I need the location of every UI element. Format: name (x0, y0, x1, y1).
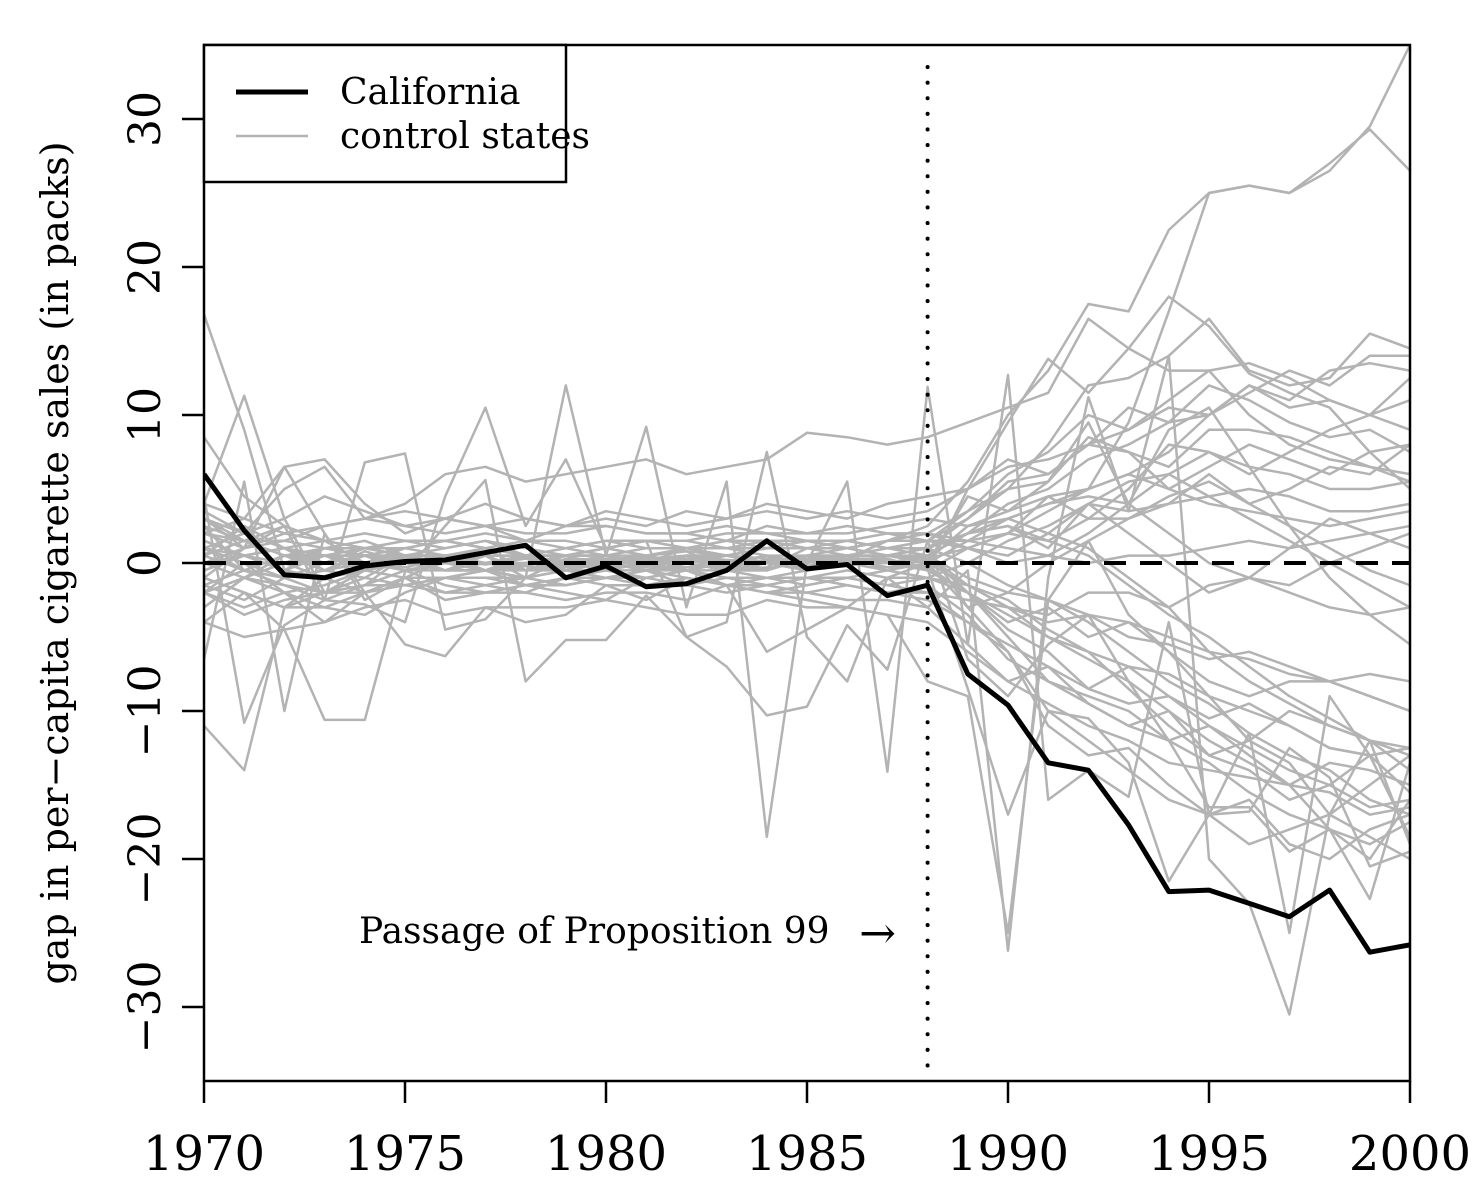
legend: California control states (202, 43, 590, 184)
control-state-lines (204, 45, 1410, 1016)
california-line-group (204, 472, 1410, 955)
x-axis: 1970 1975 1980 1985 1990 1995 2000 (143, 1081, 1471, 1182)
x-tick-label-1985: 1985 (746, 1126, 868, 1182)
y-tick-label-10: 10 (120, 387, 171, 443)
control-state-line-45 (204, 539, 1410, 935)
control-state-line-35 (204, 546, 1410, 809)
y-tick-label-0: 0 (120, 549, 171, 577)
control-state-line-46 (204, 524, 1410, 750)
x-tick-label-1970: 1970 (143, 1126, 265, 1182)
control-state-line-39 (204, 443, 1410, 535)
annotation: Passage of Proposition 99 → (359, 908, 896, 959)
california-line (204, 472, 1410, 955)
y-tick-label-20: 20 (120, 239, 171, 295)
x-tick-label-1975: 1975 (344, 1126, 466, 1182)
control-state-line-12 (204, 569, 1410, 683)
control-state-line-43 (204, 354, 1410, 1016)
y-tick-label--10: −10 (120, 665, 171, 758)
y-axis-label: gap in per−capita cigarette sales (in pa… (33, 141, 77, 984)
control-state-line-40 (204, 406, 1410, 658)
x-tick-label-1980: 1980 (545, 1126, 667, 1182)
annotation-text: Passage of Proposition 99 (359, 911, 830, 952)
legend-box (202, 43, 568, 184)
control-state-line-37 (204, 472, 1410, 609)
y-tick-label-30: 30 (120, 91, 171, 147)
x-tick-label-1995: 1995 (1148, 1126, 1270, 1182)
control-state-line-42 (204, 373, 1410, 935)
annotation-arrow: → (859, 908, 896, 959)
legend-label-california: California (340, 72, 520, 113)
x-tick-label-2000: 2000 (1349, 1126, 1471, 1182)
control-state-line-41 (204, 478, 1410, 901)
legend-label-control: control states (340, 116, 590, 157)
y-axis: −30 −20 −10 0 10 20 30 (120, 91, 204, 1053)
control-state-line-23 (204, 598, 1410, 787)
y-tick-label--30: −30 (120, 961, 171, 1054)
control-state-line-44 (204, 317, 1410, 535)
y-tick-label--20: −20 (120, 813, 171, 906)
control-state-line-9 (204, 384, 1410, 572)
x-tick-label-1990: 1990 (947, 1126, 1069, 1182)
